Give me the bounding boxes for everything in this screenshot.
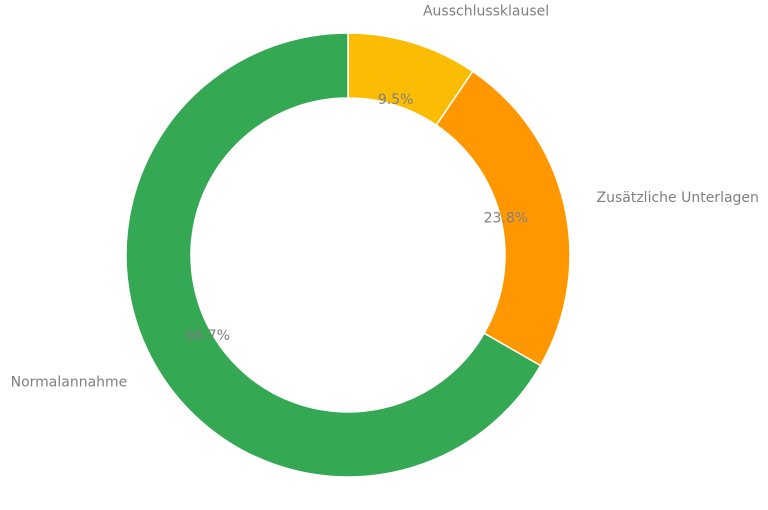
slice-category-label: Normalannahme <box>11 375 128 391</box>
slice-category-label: Zusätzliche Unterlagen <box>597 190 759 206</box>
slice-percent-label: 9.5% <box>378 92 414 108</box>
slices-layer <box>125 32 571 478</box>
slice-percent-label: 66.7% <box>186 328 230 344</box>
labels-layer: Ausschlussklausel 9.5% Zusätzliche Unterla… <box>11 3 759 390</box>
slice-category-label: Ausschlussklausel <box>423 3 549 19</box>
slice-percent-label: 23.8% <box>484 211 528 227</box>
donut-slice-normalannahme <box>125 32 542 478</box>
